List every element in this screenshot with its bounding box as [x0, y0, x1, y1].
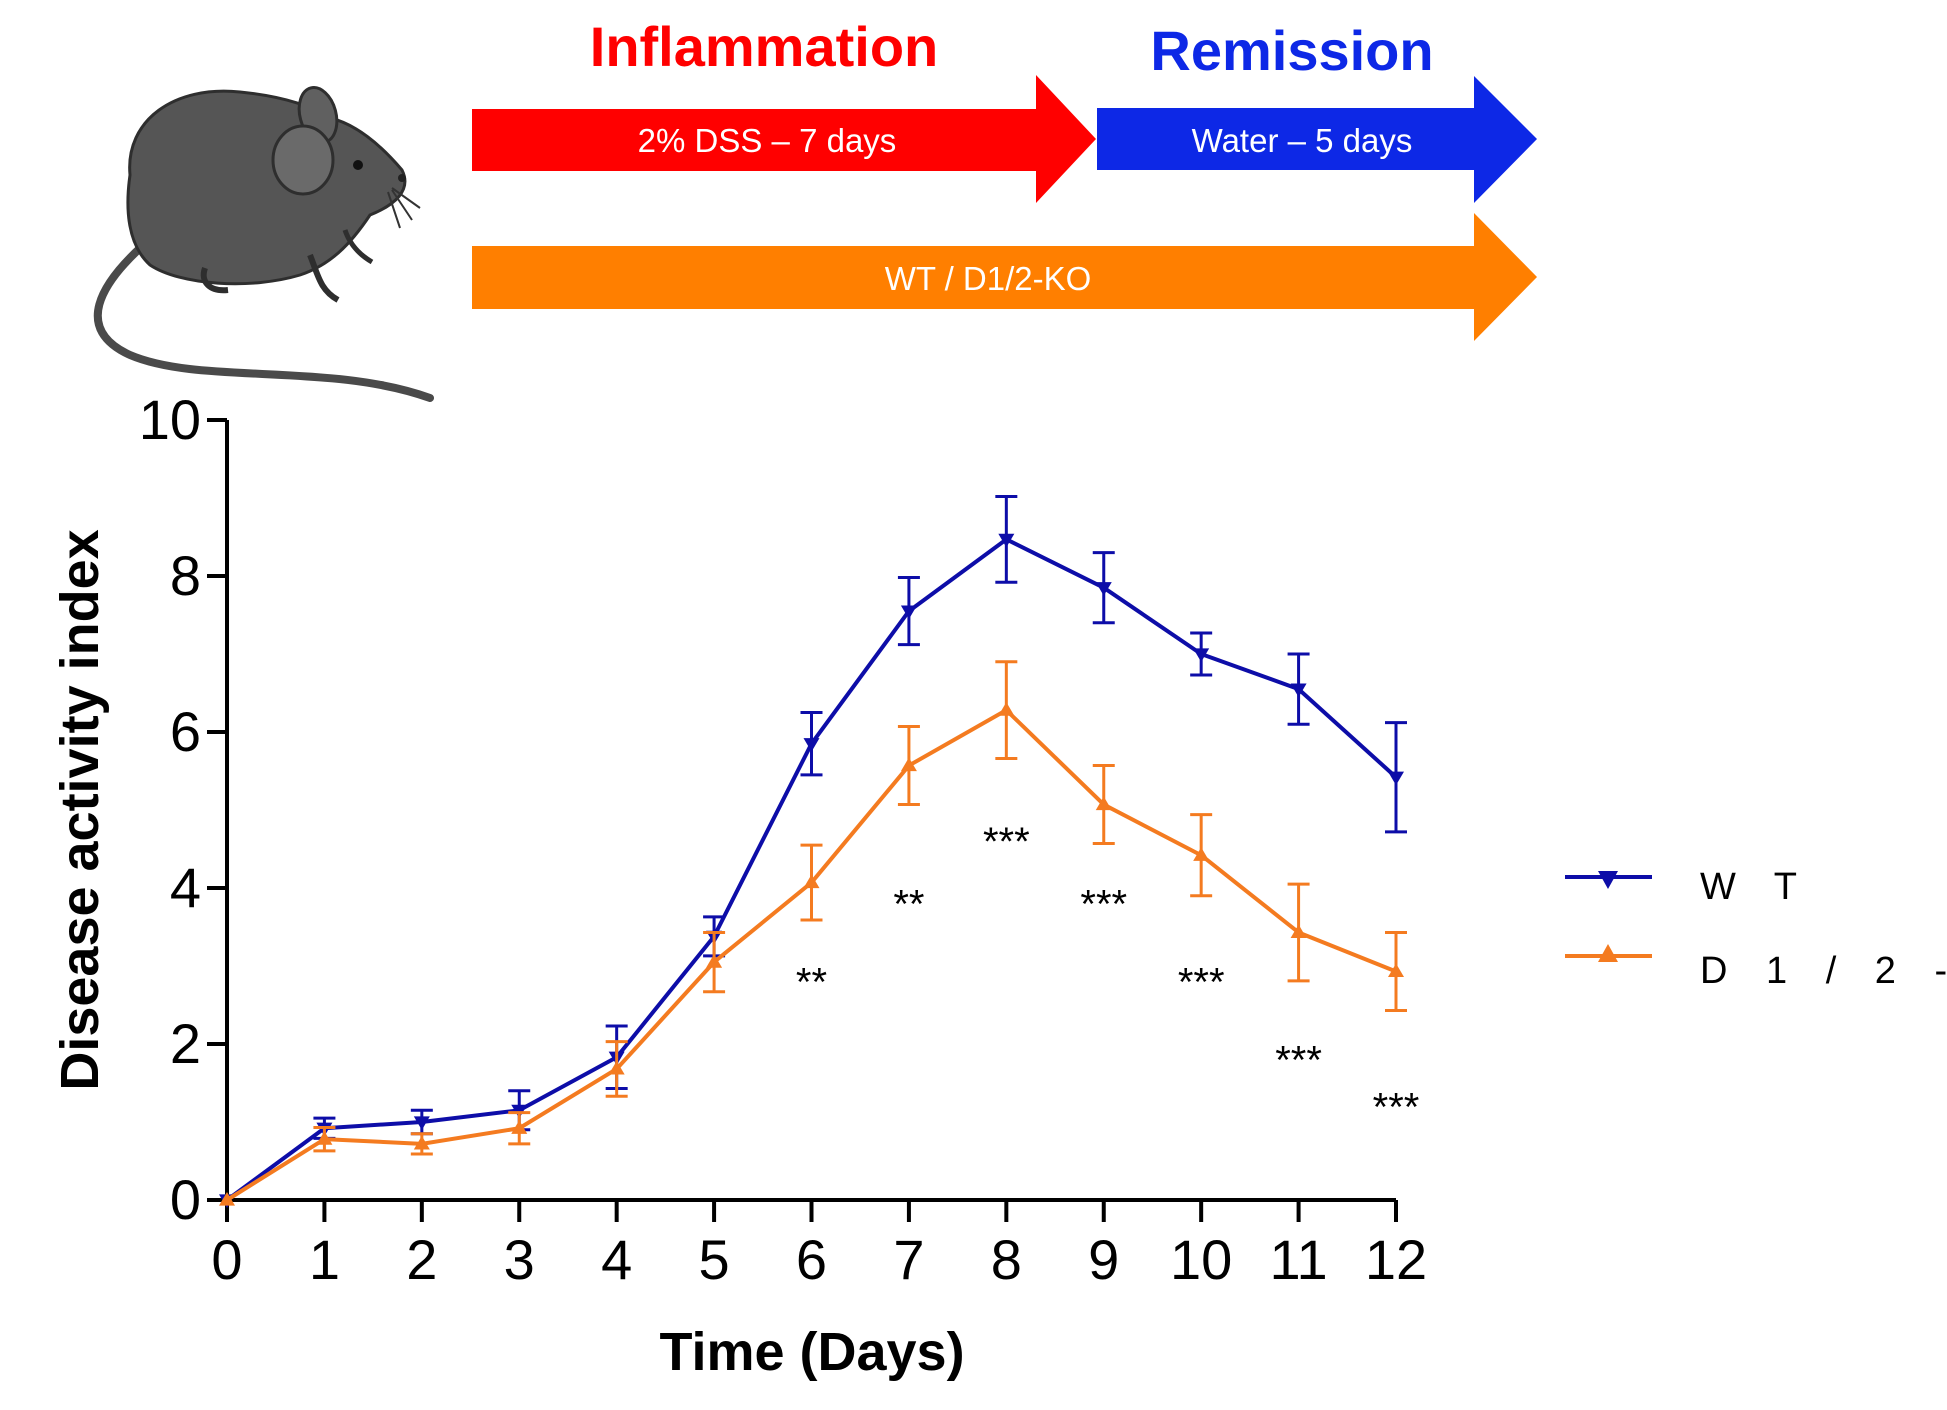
series-layer: [219, 494, 1407, 1208]
series-ko: [219, 660, 1407, 1206]
x-tick-label: 1: [309, 1228, 340, 1291]
group-arrow-label: WT / D1/2-KO: [885, 260, 1092, 297]
x-tick-label: 11: [1270, 1228, 1328, 1291]
data-point: [608, 1060, 625, 1075]
data-point: [511, 1120, 528, 1134]
data-point: [900, 605, 917, 620]
y-tick-label: 2: [170, 1012, 201, 1075]
x-tick-label: 5: [699, 1228, 730, 1291]
significance-label: ***: [1373, 1085, 1420, 1129]
data-point: [803, 738, 820, 752]
significance-label: ***: [1080, 883, 1127, 927]
y-ticks: 0 2 4 6 8 10: [139, 388, 227, 1231]
significance-label: ***: [983, 820, 1030, 864]
legend-marker-wt: [1598, 871, 1618, 889]
x-tick-label: 10: [1170, 1228, 1232, 1291]
y-tick-label: 6: [170, 700, 201, 763]
data-point: [998, 702, 1015, 716]
data-point: [900, 757, 917, 772]
legend-label-wt: W T: [1700, 866, 1811, 908]
annotation-layer: *******************: [796, 820, 1419, 1129]
y-tick-label: 8: [170, 544, 201, 607]
data-point: [998, 533, 1015, 548]
x-tick-label: 6: [796, 1228, 827, 1291]
y-axis-title: Disease activity index: [50, 529, 110, 1090]
data-point: [1290, 924, 1307, 939]
series-line: [225, 708, 1397, 1202]
x-tick-label: 8: [991, 1228, 1022, 1291]
remission-title: Remission: [1150, 19, 1433, 82]
inflammation-arrow: [472, 75, 1096, 203]
data-point: [1095, 796, 1112, 811]
data-point: [316, 1131, 333, 1145]
y-tick-label: 0: [170, 1168, 201, 1231]
significance-label: ***: [1178, 961, 1225, 1005]
x-tick-label: 2: [406, 1228, 437, 1291]
data-point: [1388, 771, 1404, 786]
data-point: [413, 1135, 430, 1150]
x-axis-title: Time (Days): [659, 1322, 964, 1382]
significance-label: ***: [1275, 1039, 1322, 1083]
data-point: [803, 874, 820, 889]
remission-arrow-label: Water – 5 days: [1192, 122, 1413, 159]
legend: W T D 1 / 2 - K O: [1565, 866, 1947, 992]
y-tick-label: 10: [139, 388, 201, 451]
x-tick-label: 4: [601, 1228, 632, 1291]
mouse-icon: [93, 86, 434, 402]
x-tick-label: 7: [893, 1228, 924, 1291]
y-tick-label: 4: [170, 856, 201, 919]
data-point: [1193, 847, 1210, 861]
legend-label-ko: D 1 / 2 - K O: [1700, 950, 1947, 992]
data-point: [219, 1192, 235, 1206]
legend-marker-ko: [1598, 944, 1618, 962]
data-point: [413, 1116, 430, 1130]
data-point: [1193, 648, 1210, 662]
x-tick-label: 9: [1088, 1228, 1119, 1291]
x-tick-label: 12: [1365, 1228, 1427, 1291]
x-tick-label: 0: [211, 1228, 242, 1291]
group-arrow: [472, 213, 1537, 341]
x-tick-label: 3: [504, 1228, 535, 1291]
remission-arrow: [1097, 76, 1537, 203]
data-point: [1290, 683, 1307, 698]
inflammation-title: Inflammation: [590, 15, 938, 78]
x-ticks: 0 1 2 3 4 5 6 7 8 9 10 11 12: [211, 1200, 1427, 1291]
legend-item-ko: D 1 / 2 - K O: [1565, 944, 1947, 992]
data-point: [706, 954, 723, 968]
data-point: [1388, 963, 1404, 978]
data-point: [1095, 582, 1112, 596]
significance-label: **: [893, 883, 924, 927]
inflammation-arrow-label: 2% DSS – 7 days: [638, 122, 897, 159]
significance-label: **: [796, 961, 827, 1005]
legend-item-wt: W T: [1565, 866, 1811, 908]
